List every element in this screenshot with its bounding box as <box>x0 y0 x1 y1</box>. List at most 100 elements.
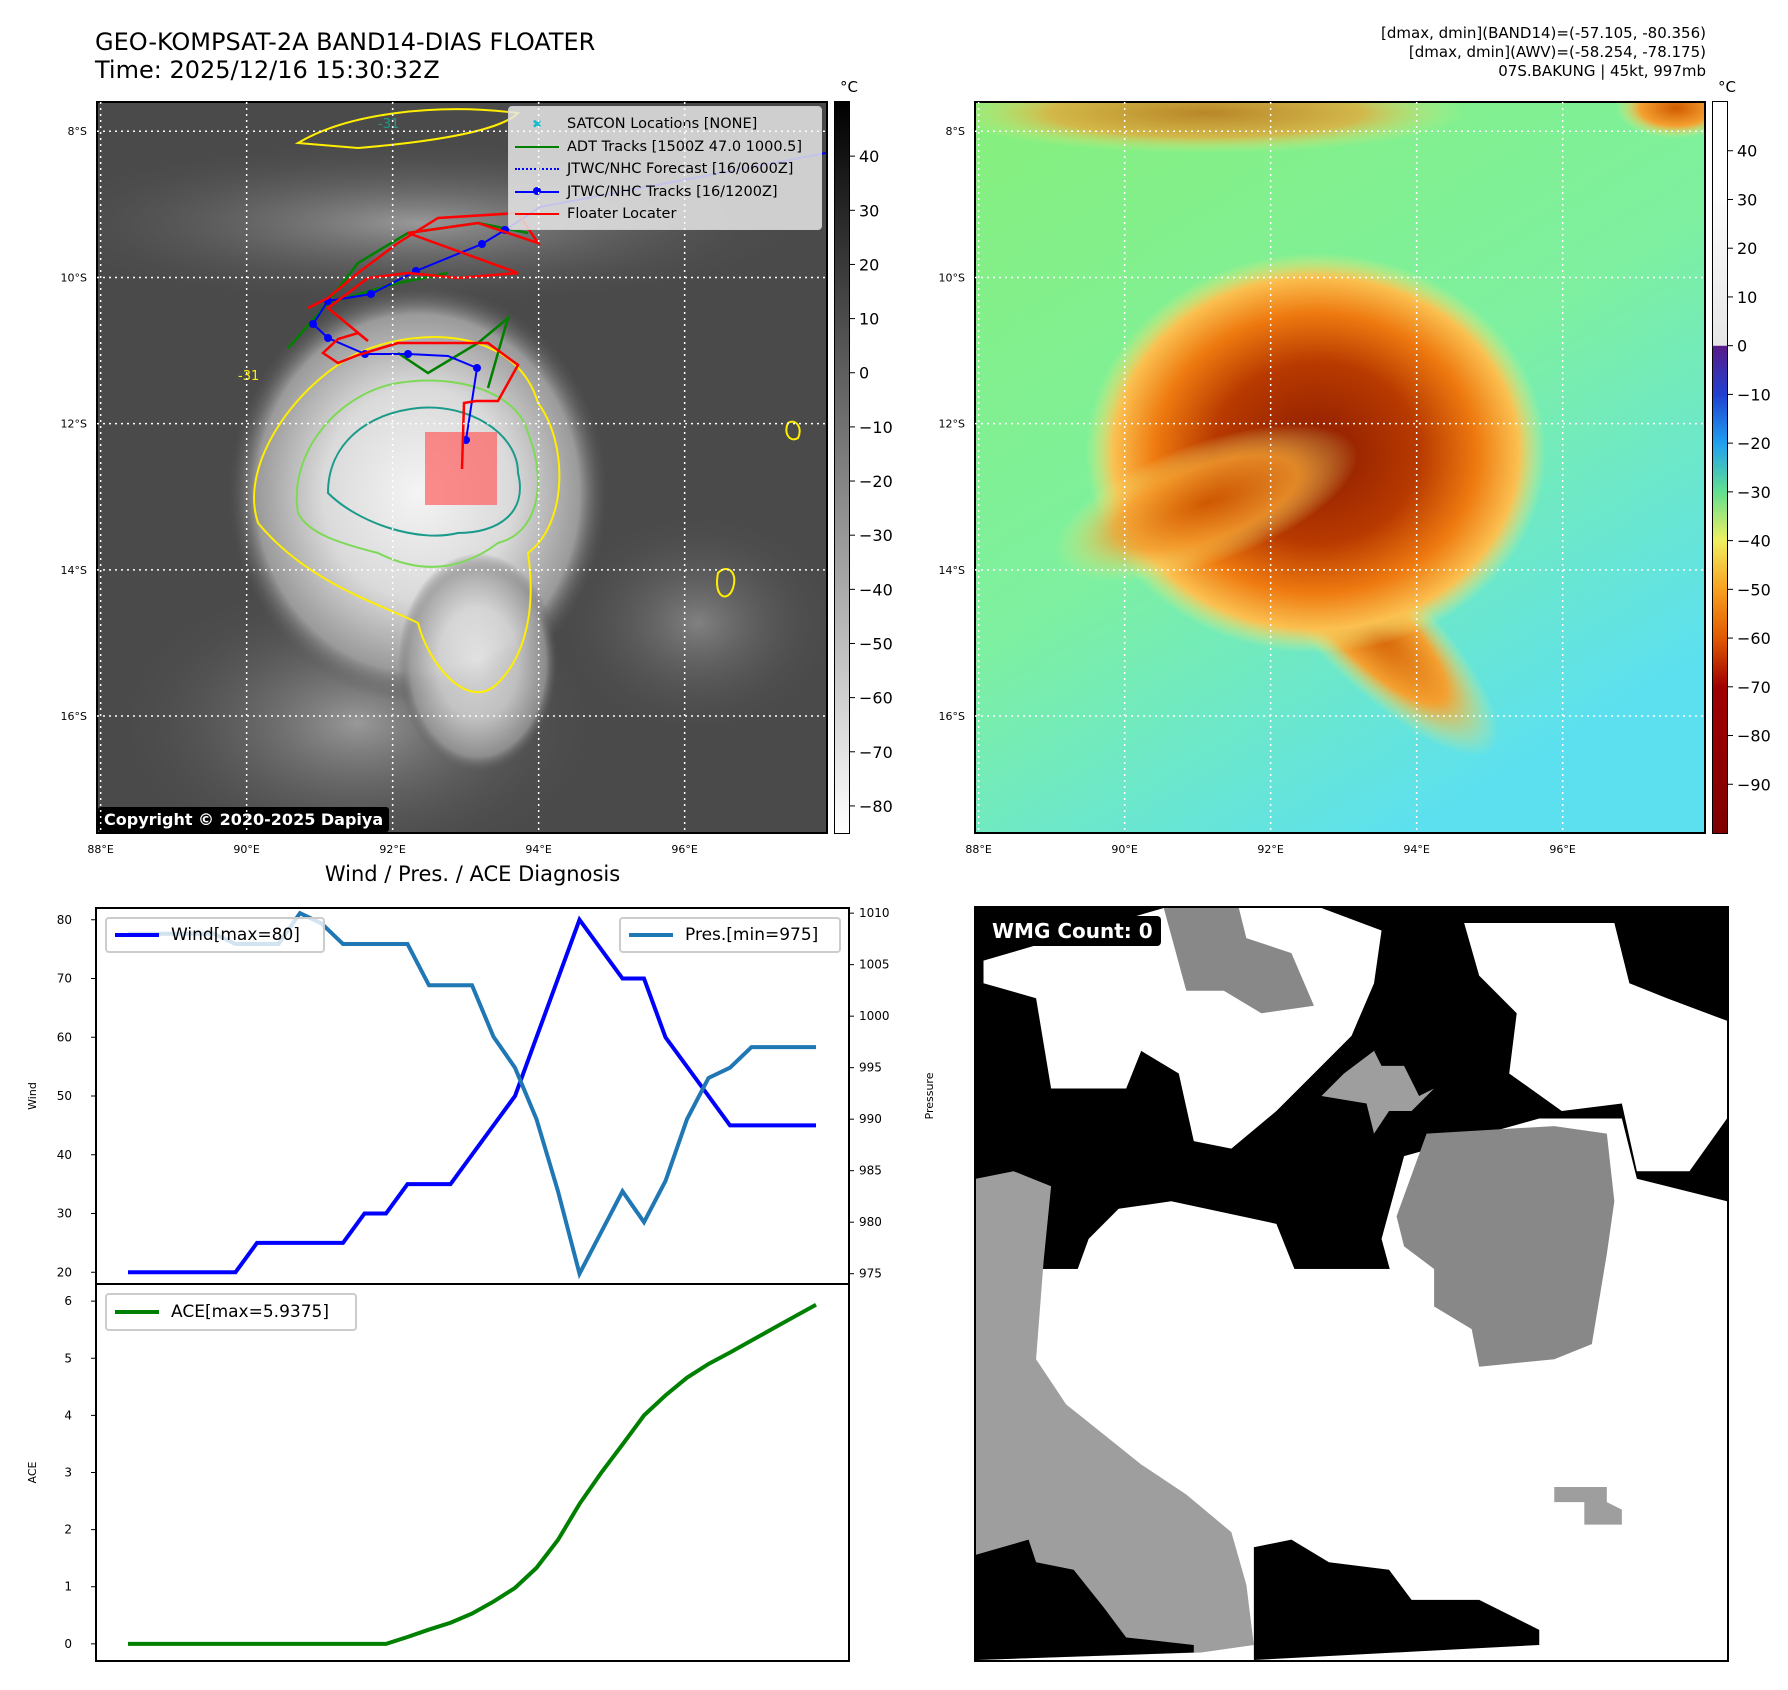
pressure-legend-label: Pres.[min=975] <box>685 925 819 945</box>
contour-label: -31 <box>238 369 259 384</box>
legend-item: Floater Locater <box>509 203 676 225</box>
colorbar-tick-label: −90 <box>1737 775 1771 794</box>
y-tick-label: 60 <box>57 1030 72 1044</box>
y-tick-label: 40 <box>57 1148 72 1162</box>
pressure-legend-swatch <box>629 933 673 937</box>
y2-tick-label: 990 <box>859 1112 882 1126</box>
legend-label: ADT Tracks [1500Z 47.0 1000.5] <box>567 138 803 155</box>
lon-tick-label: 96°E <box>1549 843 1575 856</box>
lon-tick-label: 96°E <box>671 843 697 856</box>
ace-legend: ACE[max=5.9375] <box>105 1293 357 1331</box>
colorbar-tick-label: −40 <box>859 580 893 599</box>
y2-tick-label: 980 <box>859 1215 882 1229</box>
y-tick-label: 30 <box>57 1207 72 1221</box>
legend-item: ✖ SATCON Locations [NONE] <box>509 113 757 135</box>
y2-tick-label: 1005 <box>859 958 890 972</box>
colorbar-tick-label: −10 <box>1737 385 1771 404</box>
colorbar-tick-label: −30 <box>859 526 893 545</box>
colorbar-tick-label: −70 <box>859 743 893 762</box>
lon-tick-label: 94°E <box>1403 843 1429 856</box>
title-satellite: GEO-KOMPSAT-2A BAND14-DIAS FLOATER <box>95 28 596 56</box>
y-tick-label: 1 <box>64 1580 72 1594</box>
y-tick-label: 4 <box>64 1408 72 1422</box>
y-tick-label: 20 <box>57 1265 72 1279</box>
lat-tick-label: 8°S <box>68 125 87 138</box>
legend-label: Floater Locater <box>567 206 677 222</box>
y-tick-label: 70 <box>57 972 72 986</box>
ir-satellite-map: -31 -31 ✖ SATCON Locations [NONE] ADT Trac… <box>96 101 828 834</box>
wind-legend-label: Wind[max=80] <box>171 925 300 945</box>
jtwc-track <box>311 152 826 441</box>
ir-imagery: -31 -31 <box>98 103 826 832</box>
colorbar-tick-label: −50 <box>1737 580 1771 599</box>
y-tick-label: 2 <box>64 1523 72 1537</box>
colorbar-tick-label: −30 <box>1737 483 1771 502</box>
awv-range: [dmax, dmin](AWV)=(-58.254, -78.175) <box>1408 43 1706 61</box>
wind-pressure-chart-series-1-line <box>128 910 816 1280</box>
wind-pressure-chart-axes <box>95 907 850 1285</box>
colorbar-tick-label: 0 <box>1737 337 1747 356</box>
floater-track <box>307 211 542 470</box>
colorbar-tick-label: −80 <box>859 797 893 816</box>
ir-colorbar <box>834 101 850 834</box>
wmg-count-badge: WMG Count: 0 <box>984 916 1161 946</box>
colorbar-tick-label: 30 <box>1737 190 1757 209</box>
awv-imagery <box>976 103 1704 832</box>
lat-tick-label: 14°S <box>939 564 965 577</box>
wind-pressure-chart-series-0-line <box>128 915 816 1275</box>
wind-pressure-chart-ylabel: Wind <box>26 1082 39 1110</box>
storm-info: [dmax, dmin](BAND14)=(-57.105, -80.356) … <box>1381 24 1706 81</box>
lat-tick-label: 12°S <box>61 418 87 431</box>
title-time: Time: 2025/12/16 15:30:32Z <box>95 56 440 84</box>
pressure-legend: Pres.[min=975] <box>619 917 841 953</box>
y2-tick-label: 975 <box>859 1267 882 1281</box>
lon-tick-label: 92°E <box>1257 843 1283 856</box>
colorbar-tick-label: 20 <box>859 255 879 274</box>
y-tick-label: 3 <box>64 1466 72 1480</box>
wind-pressure-chart-y2label: Pressure <box>923 1072 936 1119</box>
colorbar-tick-label: −20 <box>1737 434 1771 453</box>
map-legend: ✖ SATCON Locations [NONE] ADT Tracks [1500… <box>508 106 822 230</box>
colorbar-tick-label: 10 <box>859 310 879 329</box>
colorbar-tick-label: −20 <box>859 472 893 491</box>
ace-chart-series-0-line <box>128 1302 817 1646</box>
ace-legend-swatch <box>115 1310 159 1314</box>
colorbar-tick-label: 20 <box>1737 239 1757 258</box>
wmg-panel: WMG Count: 0 <box>974 906 1729 1662</box>
colorbar-tick-label: 10 <box>1737 288 1757 307</box>
y-tick-label: 80 <box>57 913 72 927</box>
lat-tick-label: 8°S <box>946 125 965 138</box>
storm-name-intensity: 07S.BAKUNG | 45kt, 997mb <box>1498 62 1706 80</box>
ir-colorbar-unit: °C <box>840 78 858 96</box>
contour-label: -31 <box>378 117 399 132</box>
y-tick-label: 6 <box>64 1294 72 1308</box>
lon-tick-label: 88°E <box>87 843 113 856</box>
y2-tick-label: 1010 <box>859 906 890 920</box>
wind-legend: Wind[max=80] <box>105 917 325 953</box>
lat-tick-label: 16°S <box>939 710 965 723</box>
colorbar-tick-label: −50 <box>859 634 893 653</box>
lon-tick-label: 92°E <box>379 843 405 856</box>
legend-swatch-icon <box>515 203 559 225</box>
lon-tick-label: 94°E <box>525 843 551 856</box>
colorbar-tick-label: 30 <box>859 201 879 220</box>
wind-legend-swatch <box>115 933 159 937</box>
y-tick-label: 5 <box>64 1351 72 1365</box>
y-tick-label: 50 <box>57 1089 72 1103</box>
lat-tick-label: 14°S <box>61 564 87 577</box>
lat-tick-label: 10°S <box>939 271 965 284</box>
legend-swatch-icon <box>515 181 559 203</box>
legend-swatch-icon <box>515 158 559 180</box>
awv-satellite-map <box>974 101 1706 834</box>
copyright-label: Copyright © 2020-2025 Dapiya <box>98 807 390 832</box>
legend-swatch-icon: ✖ <box>531 117 543 131</box>
colorbar-tick-label: 40 <box>859 147 879 166</box>
colorbar-tick-label: −60 <box>1737 629 1771 648</box>
diagnosis-title: Wind / Pres. / ACE Diagnosis <box>324 862 621 886</box>
lon-tick-label: 90°E <box>233 843 259 856</box>
legend-label: JTWC/NHC Tracks [16/1200Z] <box>567 183 778 200</box>
colorbar-tick-label: −60 <box>859 689 893 708</box>
lat-tick-label: 12°S <box>939 418 965 431</box>
awv-colorbar <box>1712 101 1728 834</box>
